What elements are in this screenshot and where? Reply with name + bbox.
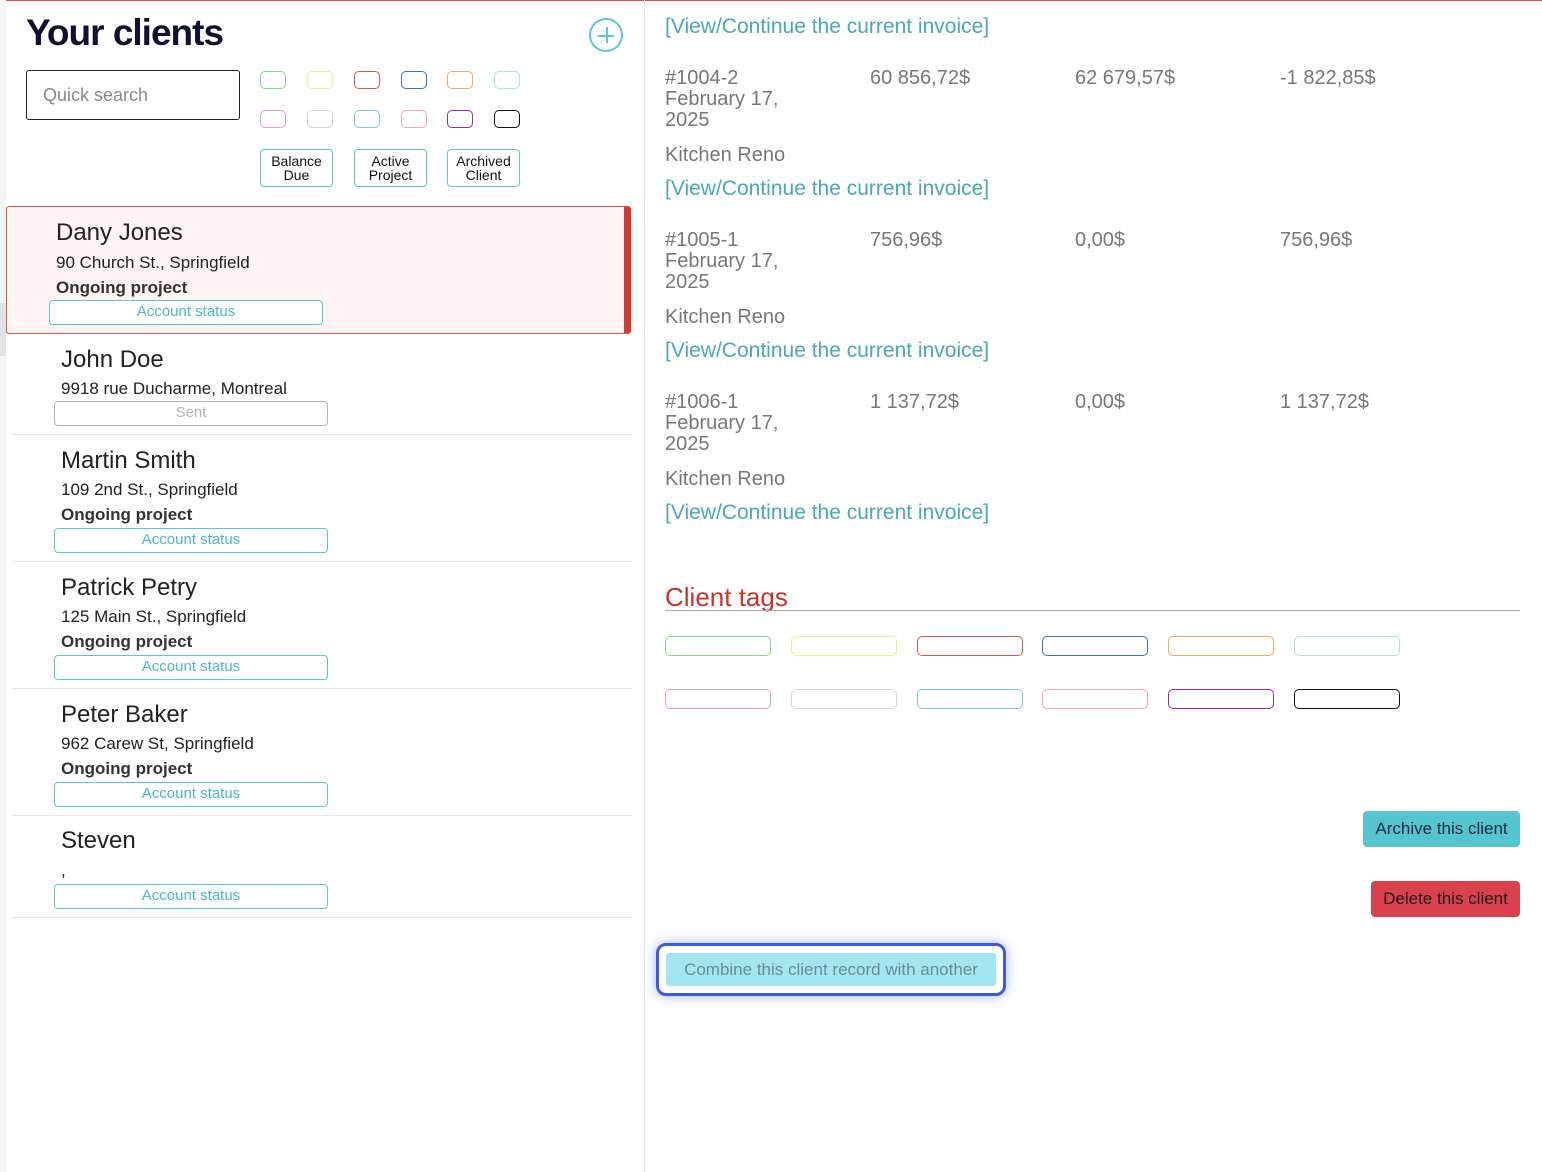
client-row[interactable]: Peter Baker 962 Carew St, Springfield On… — [12, 690, 632, 816]
client-tag[interactable] — [1294, 689, 1400, 709]
color-filter-swatch[interactable] — [447, 110, 473, 128]
filter-label: Active — [371, 153, 410, 169]
invoice-amount: 756,96$ — [870, 229, 943, 251]
invoice-project: Kitchen Reno — [665, 144, 786, 166]
account-status-button[interactable]: Account status — [54, 782, 328, 807]
client-tag[interactable] — [665, 689, 771, 709]
client-row[interactable]: Steven , Account status — [12, 817, 632, 918]
account-status-button[interactable]: Account status — [54, 528, 328, 553]
client-row[interactable]: Dany Jones 90 Church St., Springfield On… — [6, 206, 631, 334]
client-name: Peter Baker — [61, 701, 188, 728]
client-tag[interactable] — [917, 689, 1023, 709]
invoice-balance: -1 822,85$ — [1280, 67, 1376, 89]
invoice-number: #1005-1 — [665, 229, 739, 251]
filter-archived-client-button[interactable]: Archived Client — [447, 149, 520, 187]
color-filter-swatch[interactable] — [354, 71, 380, 89]
color-filter-swatch[interactable] — [260, 71, 286, 89]
invoice-date: February 17, 2025 — [665, 250, 779, 293]
client-address: 125 Main St., Springfield — [61, 607, 247, 626]
delete-client-button[interactable]: Delete this client — [1371, 881, 1520, 917]
client-address: 9918 rue Ducharme, Montreal — [61, 379, 287, 398]
client-tag[interactable] — [791, 636, 897, 656]
window-edge — [0, 0, 6, 1172]
account-status-button[interactable]: Sent — [54, 401, 328, 426]
client-tag[interactable] — [1042, 636, 1148, 656]
invoice-balance: 756,96$ — [1280, 229, 1353, 251]
invoice-paid: 0,00$ — [1075, 229, 1126, 251]
client-tag[interactable] — [917, 636, 1023, 656]
add-client-icon[interactable] — [589, 18, 623, 52]
color-filter-swatch[interactable] — [307, 110, 333, 128]
quick-search-input[interactable] — [26, 70, 240, 120]
filter-label: Archived — [456, 153, 511, 169]
filter-active-project-button[interactable]: Active Project — [354, 149, 427, 187]
client-name: Steven — [61, 827, 136, 854]
client-status: Ongoing project — [61, 632, 193, 651]
client-tags-divider — [665, 610, 1520, 611]
color-filter-swatch[interactable] — [354, 110, 380, 128]
client-name: John Doe — [61, 346, 164, 373]
view-invoice-link[interactable]: [View/Continue the current invoice] — [665, 15, 990, 38]
account-status-button[interactable]: Account status — [54, 884, 328, 909]
filter-label: Project — [368, 167, 413, 183]
invoice-paid: 0,00$ — [1075, 391, 1126, 413]
invoice-project: Kitchen Reno — [665, 306, 786, 328]
view-invoice-link[interactable]: [View/Continue the current invoice] — [665, 339, 990, 362]
view-invoice-link[interactable]: [View/Continue the current invoice] — [665, 177, 990, 200]
invoice-balance: 1 137,72$ — [1280, 391, 1369, 413]
client-address: 109 2nd St., Springfield — [61, 480, 238, 499]
invoice-date: February 17, 2025 — [665, 88, 779, 131]
invoice-amount: 60 856,72$ — [870, 67, 971, 89]
archive-client-button[interactable]: Archive this client — [1363, 811, 1520, 847]
client-tag[interactable] — [1168, 689, 1274, 709]
filter-balance-due-button[interactable]: Balance Due — [260, 149, 333, 187]
color-filter-swatch[interactable] — [260, 110, 286, 128]
invoice-paid: 62 679,57$ — [1075, 67, 1176, 89]
client-name: Patrick Petry — [61, 574, 198, 601]
client-status: Ongoing project — [61, 759, 193, 778]
client-address: 90 Church St., Springfield — [56, 253, 250, 272]
filter-label: Client — [465, 167, 502, 183]
client-tag[interactable] — [791, 689, 897, 709]
invoice-project: Kitchen Reno — [665, 468, 786, 490]
color-filter-swatch[interactable] — [494, 71, 520, 89]
client-tag[interactable] — [1168, 636, 1274, 656]
panel-divider — [644, 0, 645, 1172]
client-status: Ongoing project — [56, 278, 188, 297]
client-detail-panel: [View/Continue the current invoice] #100… — [645, 0, 1542, 1172]
color-filter-swatch[interactable] — [401, 71, 427, 89]
client-row[interactable]: John Doe 9918 rue Ducharme, Montreal Sen… — [12, 335, 632, 435]
invoice-number: #1004-2 — [665, 67, 739, 89]
combine-client-button[interactable]: Combine this client record with another — [666, 953, 996, 986]
account-status-button[interactable]: Account status — [54, 655, 328, 680]
client-status: Ongoing project — [61, 505, 193, 524]
color-filter-swatch[interactable] — [307, 71, 333, 89]
client-row[interactable]: Patrick Petry 125 Main St., Springfield … — [12, 563, 632, 689]
view-invoice-link[interactable]: [View/Continue the current invoice] — [665, 501, 990, 524]
client-row[interactable]: Martin Smith 109 2nd St., Springfield On… — [12, 436, 632, 562]
page-title: Your clients — [26, 12, 224, 53]
client-address: , — [61, 861, 66, 880]
invoice-amount: 1 137,72$ — [870, 391, 959, 413]
client-list-panel: Your clients Balance Due Active Project … — [6, 0, 644, 1172]
filter-label: Balance — [271, 153, 322, 169]
client-tag[interactable] — [665, 636, 771, 656]
color-filter-swatch[interactable] — [401, 110, 427, 128]
top-accent-line — [0, 0, 1542, 1]
client-name: Martin Smith — [61, 447, 196, 474]
client-tags-heading: Client tags — [665, 582, 788, 612]
invoice-number: #1006-1 — [665, 391, 739, 413]
scroll-marker — [0, 303, 6, 356]
client-address: 962 Carew St, Springfield — [61, 734, 254, 753]
account-status-button[interactable]: Account status — [49, 300, 323, 325]
color-filter-swatch[interactable] — [494, 110, 520, 128]
client-tag[interactable] — [1042, 689, 1148, 709]
filter-label: Due — [283, 167, 310, 183]
color-filter-swatch[interactable] — [447, 71, 473, 89]
client-name: Dany Jones — [56, 219, 183, 246]
client-tag[interactable] — [1294, 636, 1400, 656]
combine-focus-ring: Combine this client record with another — [656, 943, 1006, 996]
invoice-date: February 17, 2025 — [665, 412, 779, 455]
